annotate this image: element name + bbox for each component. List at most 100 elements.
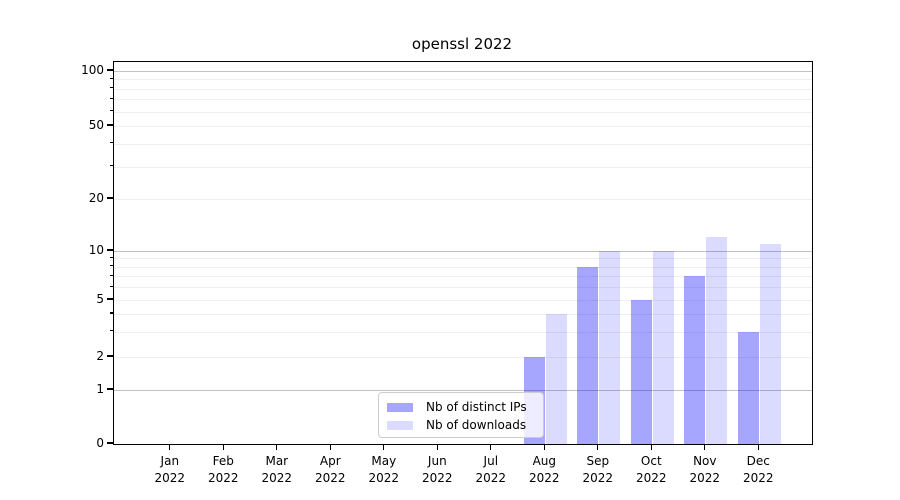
y-minor-tick-mark: [109, 77, 113, 80]
x-tick-mark: [329, 444, 331, 450]
x-tick-year: 2022: [475, 470, 507, 485]
gridline-minor: [114, 126, 812, 127]
x-tick-month: Jan: [160, 454, 180, 468]
bar-downloads: [652, 251, 674, 444]
legend-row-distinct-ips: Nb of distinct IPs: [387, 398, 535, 416]
y-minor-tick-mark: [109, 330, 113, 332]
x-tick-year: 2022: [154, 470, 186, 485]
gridline-minor: [114, 300, 812, 301]
x-tick-month: Nov: [693, 454, 717, 468]
gridline-minor: [114, 276, 812, 278]
gridline-minor: [114, 111, 812, 113]
bar-downloads: [759, 243, 781, 444]
y-tick-label: 10: [88, 243, 104, 257]
legend: Nb of distinct IPs Nb of downloads: [378, 392, 544, 438]
bar-distinct-ips: [577, 266, 599, 444]
gridline-major: [114, 251, 812, 252]
x-tick-month: Jul: [483, 454, 499, 468]
x-tick-label: Sep 2022: [563, 453, 633, 486]
x-tick-year: 2022: [422, 470, 453, 485]
bar-distinct-ips: [737, 331, 759, 444]
legend-row-downloads: Nb of downloads: [387, 416, 535, 434]
x-tick-label: Jun 2022: [402, 453, 472, 486]
gridline-major: [114, 390, 812, 391]
x-tick-mark: [222, 444, 224, 450]
gridline-minor: [114, 199, 812, 200]
y-minor-tick-mark: [109, 274, 113, 276]
gridline-major: [114, 71, 812, 72]
x-tick-year: 2022: [689, 470, 721, 485]
y-minor-tick-mark: [109, 142, 113, 144]
y-tick-mark: [106, 249, 113, 251]
gridline-minor: [114, 99, 812, 101]
plot-area: [113, 61, 813, 445]
y-tick-label: 5: [96, 292, 104, 306]
x-tick-label: Jul 2022: [456, 453, 526, 486]
x-tick-month: May: [371, 454, 397, 468]
y-tick-label: 20: [88, 191, 104, 205]
x-tick-year: 2022: [315, 470, 346, 485]
y-tick-mark: [106, 298, 113, 300]
x-tick-month: Mar: [265, 454, 289, 468]
y-tick-label: 50: [88, 118, 104, 132]
x-tick-month: Apr: [319, 454, 341, 468]
y-tick-label: 2: [96, 349, 104, 363]
x-tick-label: Nov 2022: [670, 453, 740, 486]
gridline-minor: [114, 331, 812, 333]
legend-label-downloads: Nb of downloads: [426, 418, 527, 432]
x-tick-mark: [757, 444, 759, 450]
gridline-minor: [114, 357, 812, 358]
x-tick-label: May 2022: [349, 453, 419, 486]
bar-distinct-ips: [630, 300, 652, 444]
y-tick-mark: [106, 442, 113, 444]
gridline-minor: [114, 313, 812, 315]
bar-downloads: [599, 251, 621, 444]
downloads-swatch-icon: [387, 420, 413, 430]
x-tick-year: 2022: [529, 470, 560, 485]
bar-downloads: [545, 313, 567, 444]
y-minor-tick-mark: [109, 312, 113, 314]
y-tick-mark: [106, 355, 113, 357]
x-tick-mark: [650, 444, 652, 450]
x-tick-year: 2022: [743, 470, 774, 485]
gridline-minor: [114, 88, 812, 90]
gridline-minor: [114, 143, 812, 145]
x-tick-mark: [704, 444, 706, 450]
x-tick-mark: [276, 444, 278, 450]
x-tick-label: Feb 2022: [188, 453, 258, 486]
x-tick-mark: [436, 444, 438, 450]
y-minor-tick-mark: [109, 165, 113, 167]
x-tick-year: 2022: [582, 470, 614, 485]
y-minor-tick-mark: [109, 256, 113, 259]
gridline-minor: [114, 266, 812, 268]
distinct-ips-swatch-icon: [387, 402, 413, 412]
x-tick-label: Jan 2022: [135, 453, 205, 486]
x-tick-mark: [543, 444, 545, 450]
x-tick-label: Oct 2022: [616, 453, 686, 486]
x-tick-month: Aug: [532, 454, 557, 468]
y-tick-label: 100: [81, 63, 104, 77]
x-tick-month: Feb: [212, 454, 234, 468]
y-tick-mark: [106, 124, 113, 126]
y-tick-mark: [106, 197, 113, 199]
y-minor-tick-mark: [109, 87, 113, 89]
gridline-minor: [114, 287, 812, 289]
chart-title: openssl 2022: [411, 35, 513, 53]
x-tick-mark: [597, 444, 599, 450]
gridline-minor: [114, 166, 812, 168]
gridline-minor: [114, 258, 812, 260]
x-tick-year: 2022: [368, 470, 400, 485]
x-tick-month: Oct: [640, 454, 662, 468]
gridline-minor: [114, 79, 812, 81]
x-tick-month: Jun: [427, 454, 447, 468]
legend-label-distinct-ips: Nb of distinct IPs: [426, 400, 527, 414]
y-minor-tick-mark: [109, 110, 113, 112]
y-minor-tick-mark: [109, 97, 113, 99]
x-tick-month: Dec: [746, 454, 770, 468]
bar-downloads: [706, 237, 728, 444]
x-tick-label: Dec 2022: [723, 453, 793, 486]
x-tick-label: Aug 2022: [509, 453, 579, 486]
y-tick-mark: [106, 69, 113, 71]
y-tick-label: 1: [96, 382, 104, 396]
